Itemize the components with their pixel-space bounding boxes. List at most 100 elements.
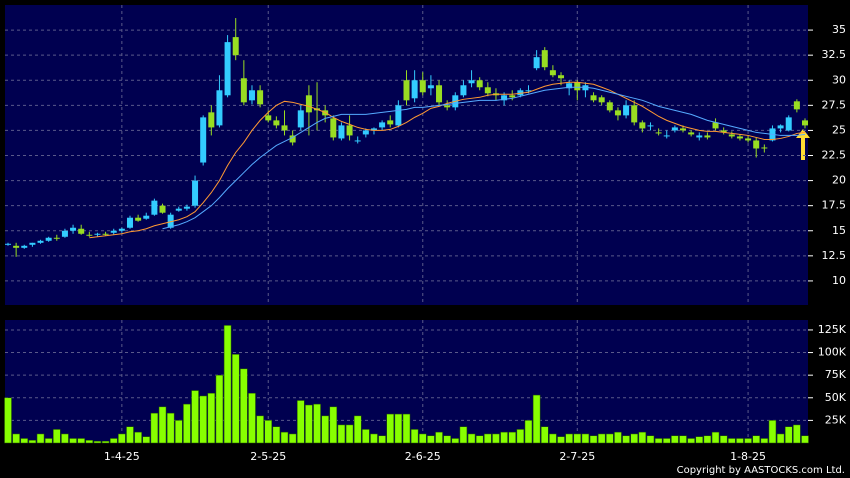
candle-body xyxy=(53,237,60,239)
volume-bar xyxy=(4,397,12,444)
volume-bar xyxy=(248,393,256,444)
candle-body xyxy=(21,245,28,248)
candle-body xyxy=(362,130,369,135)
volume-bar xyxy=(451,438,460,444)
volume-bar xyxy=(711,431,720,444)
volume-bar xyxy=(166,412,175,444)
candle-body xyxy=(647,125,654,127)
volume-bar xyxy=(12,433,20,444)
volume-bar xyxy=(606,433,614,444)
y-tick-label: 20 xyxy=(832,174,846,187)
candle-body xyxy=(379,122,386,128)
candle-body xyxy=(745,138,752,141)
candle-body xyxy=(777,125,784,129)
candle-body xyxy=(224,42,231,96)
moving-average-line xyxy=(162,86,806,230)
candle-body xyxy=(614,110,621,116)
volume-bar xyxy=(353,415,362,444)
candle-body xyxy=(436,85,443,103)
candle-body xyxy=(476,80,483,88)
candle-body xyxy=(45,237,52,241)
candle-body xyxy=(216,90,223,126)
volume-bar xyxy=(662,438,671,444)
volume-bar xyxy=(109,438,118,444)
candle-body xyxy=(37,240,44,243)
candle-body xyxy=(802,120,808,126)
candle-body xyxy=(785,117,792,131)
candle-body xyxy=(680,128,687,131)
volume-bar xyxy=(61,433,69,444)
candle-body xyxy=(110,230,117,233)
y-tick-label: 10 xyxy=(832,274,846,287)
candle-body xyxy=(395,105,402,126)
candle-body xyxy=(257,90,264,105)
volume-bar xyxy=(760,438,769,444)
volume-bar xyxy=(183,403,191,444)
candle-body xyxy=(736,136,743,139)
volume-bar xyxy=(142,436,151,444)
volume-bar xyxy=(671,435,679,444)
volume-bar xyxy=(467,433,476,444)
volume-bar xyxy=(362,429,370,444)
volume-bar xyxy=(557,436,565,444)
candle-body xyxy=(330,118,337,138)
candle-body xyxy=(712,122,719,129)
candle-body xyxy=(696,135,703,138)
candle-body xyxy=(200,117,207,163)
volume-bar xyxy=(427,435,435,444)
candle-body xyxy=(248,90,255,101)
volume-bar xyxy=(614,431,622,444)
x-tick-label: 2-5-25 xyxy=(250,450,286,463)
volume-bar xyxy=(329,406,338,444)
volume-bar xyxy=(728,438,736,444)
candle-body xyxy=(639,122,646,129)
y-tick-label: 32.5 xyxy=(822,48,847,61)
candle-body xyxy=(143,215,150,219)
candle-body xyxy=(460,85,467,96)
candle-body xyxy=(631,105,638,123)
volume-bar xyxy=(313,403,321,444)
candle-body xyxy=(265,115,272,121)
y-tick-label: 25K xyxy=(825,413,847,426)
volume-bar xyxy=(475,435,484,444)
volume-bar xyxy=(419,433,427,444)
y-tick-label: 22.5 xyxy=(822,149,847,162)
candle-body xyxy=(346,125,353,136)
volume-bar xyxy=(589,435,598,444)
candle-body xyxy=(411,80,418,99)
candle-body xyxy=(151,200,158,215)
volume-bar xyxy=(776,433,785,444)
volume-bar xyxy=(134,431,142,444)
volume-bar xyxy=(768,420,777,444)
volume-bar xyxy=(394,413,403,444)
candle-body xyxy=(338,125,345,139)
x-tick-label: 1-8-25 xyxy=(730,450,766,463)
volume-bar xyxy=(93,440,102,444)
candle-body xyxy=(671,127,678,131)
candle-body xyxy=(94,233,101,235)
volume-bar xyxy=(638,431,647,444)
volume-bar xyxy=(719,435,728,444)
volume-bar xyxy=(622,435,630,444)
candle-body xyxy=(558,75,565,79)
volume-bar xyxy=(793,424,801,444)
candle-body xyxy=(793,101,800,110)
candle-body xyxy=(663,135,670,137)
candle-body xyxy=(61,230,68,237)
y-tick-label: 30 xyxy=(832,73,846,86)
candle-body xyxy=(183,206,190,209)
volume-bar xyxy=(280,431,289,444)
y-tick-label: 27.5 xyxy=(822,98,847,111)
candle-body xyxy=(305,95,312,113)
candle-body xyxy=(574,82,581,91)
volume-bar xyxy=(484,433,492,444)
volume-bar xyxy=(231,354,240,444)
x-tick-label: 2-6-25 xyxy=(405,450,441,463)
candle-body xyxy=(704,135,711,138)
volume-bar xyxy=(573,433,582,444)
candle-body xyxy=(289,135,296,143)
candle-body xyxy=(240,78,247,103)
volume-bar xyxy=(736,438,744,444)
volume-bar xyxy=(69,438,77,444)
